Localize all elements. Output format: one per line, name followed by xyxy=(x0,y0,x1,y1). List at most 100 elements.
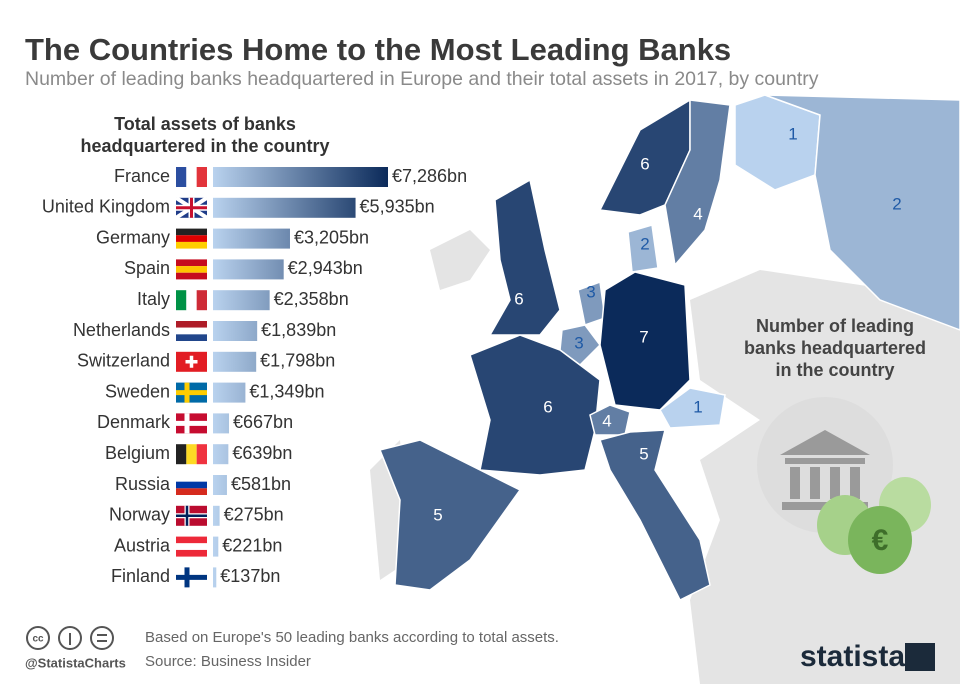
subtitle: Number of leading banks headquartered in… xyxy=(25,68,819,90)
bar-chart-title: headquartered in the country xyxy=(80,136,329,156)
map-count: 5 xyxy=(433,505,442,524)
bar xyxy=(213,290,270,311)
flag-cross xyxy=(176,567,207,588)
flag-stripe xyxy=(186,444,197,465)
bar xyxy=(213,259,284,280)
category-label: Switzerland xyxy=(77,351,170,371)
category-label: Finland xyxy=(111,566,170,586)
value-label: €1,349bn xyxy=(249,381,324,401)
map-region xyxy=(559,324,601,366)
flag-stripe xyxy=(186,167,197,187)
flag xyxy=(176,382,207,403)
category-label: Germany xyxy=(96,227,170,247)
bar xyxy=(213,382,246,403)
flag xyxy=(174,196,209,220)
flag-stripe xyxy=(176,481,207,489)
value-label: €581bn xyxy=(231,474,291,494)
flag-cross xyxy=(176,382,207,403)
map-count: 3 xyxy=(586,282,595,301)
flag-stripe xyxy=(176,549,207,557)
bar xyxy=(213,536,219,557)
map-region xyxy=(589,404,631,436)
flag xyxy=(176,444,207,465)
cc-mark: cc xyxy=(32,634,44,645)
map-count: 4 xyxy=(602,411,611,430)
flag-stripe xyxy=(176,259,207,267)
value-label: €137bn xyxy=(220,566,280,586)
value-label: €2,943bn xyxy=(288,258,363,278)
flag xyxy=(176,351,207,372)
bar xyxy=(213,351,257,372)
value-label: €5,935bn xyxy=(360,197,435,217)
category-label: Belgium xyxy=(105,443,170,463)
value-label: €7,286bn xyxy=(392,166,467,186)
category-label: France xyxy=(114,166,170,186)
flag-stripe xyxy=(176,290,187,311)
flag-stripe xyxy=(176,543,207,550)
bar-chart-title: Total assets of banks xyxy=(114,114,296,134)
value-label: €3,205bn xyxy=(294,227,369,247)
category-label: Italy xyxy=(137,289,170,309)
flag-stripe xyxy=(176,444,187,465)
bar xyxy=(213,321,258,341)
map-count: 7 xyxy=(639,327,648,346)
map-regions: 6 4 1 2 2 6 3 3 7 6 4 1 5 5 xyxy=(378,94,960,602)
map-region xyxy=(627,224,659,273)
value-label: €639bn xyxy=(232,443,292,463)
bar xyxy=(213,444,229,465)
bar xyxy=(213,413,230,434)
flag-stripe xyxy=(196,444,207,465)
flag xyxy=(176,290,207,311)
flag-cross xyxy=(176,197,207,218)
bar xyxy=(213,228,290,249)
map-count: 2 xyxy=(892,194,901,213)
map-count: 1 xyxy=(788,124,797,143)
map-region xyxy=(599,429,711,602)
title: The Countries Home to the Most Leading B… xyxy=(25,32,731,67)
flag-stripe xyxy=(176,241,207,249)
map-region xyxy=(378,439,522,591)
category-label: Russia xyxy=(115,474,171,494)
flag xyxy=(176,259,207,280)
map-count: 6 xyxy=(640,154,649,173)
flag xyxy=(176,567,207,588)
map-region xyxy=(664,99,731,267)
category-label: Norway xyxy=(109,505,170,525)
map-legend-title: Number of leading xyxy=(756,316,914,336)
license-icons xyxy=(26,626,114,650)
flag-cross xyxy=(176,505,207,526)
svg-text:€: € xyxy=(872,524,889,557)
flag-stripe xyxy=(176,327,207,335)
category-label: Sweden xyxy=(105,381,170,401)
value-label: €1,839bn xyxy=(261,320,336,340)
map-region xyxy=(488,178,561,336)
value-label: €275bn xyxy=(224,505,284,525)
flag-stripe xyxy=(176,488,207,495)
handle: @StatistaCharts xyxy=(25,655,126,670)
map-region xyxy=(599,271,691,411)
map-count: 5 xyxy=(639,444,648,463)
source: Source: Business Insider xyxy=(145,653,311,670)
category-label: Netherlands xyxy=(73,320,170,340)
map-legend-title: in the country xyxy=(775,360,894,380)
flag-stripe xyxy=(176,536,207,544)
flag xyxy=(176,228,207,249)
bar xyxy=(213,567,217,588)
bank-icon: € xyxy=(757,397,931,574)
footnote: Based on Europe's 50 leading banks accor… xyxy=(145,629,559,646)
map-count: 6 xyxy=(514,289,523,308)
map-count: 2 xyxy=(640,234,649,253)
flag-stripe xyxy=(176,321,207,328)
flag-cross xyxy=(176,413,207,434)
flag-stripe xyxy=(176,266,207,273)
flag-stripe xyxy=(186,290,197,311)
map-legend-title: banks headquartered xyxy=(744,338,926,358)
bar xyxy=(213,197,356,218)
flag-stripe xyxy=(176,228,207,236)
map-count: 4 xyxy=(693,204,702,223)
brand: statista xyxy=(800,640,905,673)
value-label: €1,798bn xyxy=(260,351,335,371)
flag xyxy=(176,413,207,434)
